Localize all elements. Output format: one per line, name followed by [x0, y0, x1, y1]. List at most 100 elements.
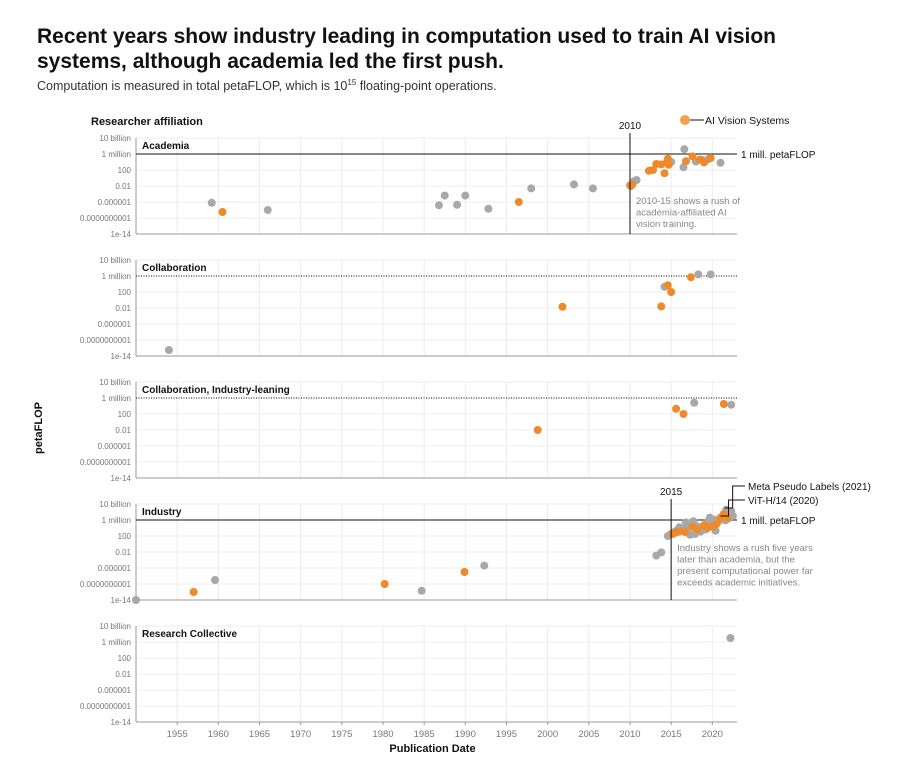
- data-point-other: [569, 180, 578, 189]
- data-point-ai-vision: [663, 281, 672, 290]
- data-point-ai-vision: [558, 302, 567, 311]
- y-tick-label: 0.000001: [98, 686, 132, 695]
- x-tick-label: 2015: [661, 729, 682, 740]
- x-axis-title: Publication Date: [389, 743, 475, 755]
- subtitle-text-pre: Computation is measured in total: [37, 79, 224, 94]
- data-point-ai-vision: [663, 154, 672, 163]
- data-point-other: [706, 270, 715, 279]
- y-tick-label: 0.01: [115, 548, 131, 557]
- callout-line: [720, 499, 745, 517]
- y-tick-label: 0.000001: [98, 564, 132, 573]
- facet-header: Researcher affiliation: [91, 116, 203, 128]
- callout-line: [724, 485, 745, 509]
- data-point-other: [484, 204, 493, 213]
- subtitle-unit: petaFLOP: [223, 79, 279, 94]
- subtitle-exponent: 15: [347, 78, 357, 87]
- data-point-ai-vision: [693, 525, 702, 534]
- data-point-other: [694, 270, 703, 279]
- y-tick-label: 0.01: [115, 670, 131, 679]
- y-tick-label: 10 billion: [99, 378, 131, 387]
- data-point-ai-vision: [681, 528, 690, 536]
- y-tick-label: 100: [118, 288, 132, 297]
- x-tick-label: 1955: [167, 729, 188, 740]
- data-point-ai-vision: [712, 520, 721, 528]
- subtitle-text-mid: , which is 10: [278, 79, 348, 94]
- facet-label-collaboration: Collaboration: [142, 263, 206, 274]
- y-tick-label: 0.0000000001: [80, 580, 132, 589]
- annotation-text: vision training.: [636, 219, 697, 230]
- data-point-other: [263, 206, 272, 214]
- data-point-other: [690, 398, 699, 407]
- x-tick-label: 1980: [372, 729, 393, 740]
- data-point-ai-vision: [533, 426, 542, 434]
- data-point-other: [207, 198, 216, 207]
- y-tick-label: 1 million: [102, 516, 131, 525]
- facet-label-academia: Academia: [142, 141, 190, 152]
- data-point-other: [657, 548, 666, 557]
- y-tick-label: 0.0000000001: [80, 214, 132, 223]
- y-tick-label: 1e-14: [111, 230, 132, 239]
- y-tick-label: 1e-14: [111, 718, 132, 727]
- data-point-ai-vision: [700, 158, 709, 167]
- x-tick-label: 2020: [702, 729, 723, 740]
- data-point-other: [164, 346, 173, 354]
- y-tick-label: 1 million: [102, 394, 131, 403]
- x-tick-label: 1965: [249, 729, 270, 740]
- year-marker-label: 2010: [619, 121, 642, 132]
- data-point-ai-vision: [667, 288, 676, 296]
- data-point-other: [680, 145, 689, 154]
- data-point-other: [132, 596, 140, 604]
- y-tick-label: 0.0000000001: [80, 336, 132, 345]
- data-point-ai-vision: [719, 400, 728, 408]
- y-tick-label: 0.01: [115, 426, 131, 435]
- data-point-other: [461, 191, 470, 200]
- y-tick-label: 1e-14: [111, 596, 132, 605]
- data-point-ai-vision: [380, 580, 389, 588]
- y-tick-label: 1 million: [102, 150, 131, 159]
- data-point-other: [679, 163, 688, 172]
- legend-marker: [680, 115, 690, 125]
- y-tick-label: 0.000001: [98, 198, 132, 207]
- facet-label-research-collective: Research Collective: [142, 629, 237, 640]
- x-tick-label: 1995: [496, 729, 517, 740]
- annotation-text: 2010-15 shows a rush of: [636, 196, 740, 207]
- y-tick-label: 0.0000000001: [80, 458, 132, 467]
- data-point-other: [716, 158, 725, 167]
- data-point-ai-vision: [706, 154, 715, 162]
- x-tick-label: 2010: [619, 729, 640, 740]
- chart-subtitle: Computation is measured in total petaFLO…: [37, 78, 497, 93]
- y-tick-label: 10 billion: [99, 622, 131, 631]
- data-point-ai-vision: [679, 410, 688, 418]
- x-tick-label: 1970: [290, 729, 311, 740]
- y-tick-label: 1e-14: [111, 474, 132, 483]
- data-point-ai-vision: [649, 166, 658, 174]
- facet-label-collaboration-industry-leaning: Collaboration, Industry-leaning: [142, 385, 290, 396]
- subtitle-text-post: floating-point operations.: [356, 79, 497, 94]
- y-tick-label: 100: [118, 410, 132, 419]
- callout-label: ViT-H/14 (2020): [748, 496, 818, 507]
- data-point-ai-vision: [686, 273, 695, 282]
- data-point-ai-vision: [189, 588, 198, 596]
- y-tick-label: 100: [118, 166, 132, 175]
- data-point-other: [727, 400, 736, 409]
- chart-title: Recent years show industry leading in co…: [37, 25, 777, 73]
- y-axis-title: petaFLOP: [33, 402, 45, 454]
- data-point-other: [211, 576, 220, 584]
- annotation-text: Industry shows a rush five years: [677, 543, 813, 554]
- year-marker-label: 2015: [660, 487, 683, 498]
- y-tick-label: 0.000001: [98, 320, 132, 329]
- data-point-other: [527, 184, 536, 193]
- y-tick-label: 100: [118, 654, 132, 663]
- data-point-other: [453, 200, 462, 209]
- y-tick-label: 0.01: [115, 182, 131, 191]
- annotation-text: present computational power far: [677, 566, 813, 577]
- legend-label: AI Vision Systems: [705, 115, 789, 127]
- x-tick-label: 2005: [578, 729, 599, 740]
- data-point-ai-vision: [657, 302, 666, 311]
- x-tick-label: 1960: [208, 729, 229, 740]
- reference-line-label: 1 mill. petaFLOP: [741, 516, 816, 527]
- y-tick-label: 1e-14: [111, 352, 132, 361]
- data-point-ai-vision: [688, 152, 697, 161]
- data-point-ai-vision: [514, 198, 523, 206]
- data-point-other: [440, 191, 449, 200]
